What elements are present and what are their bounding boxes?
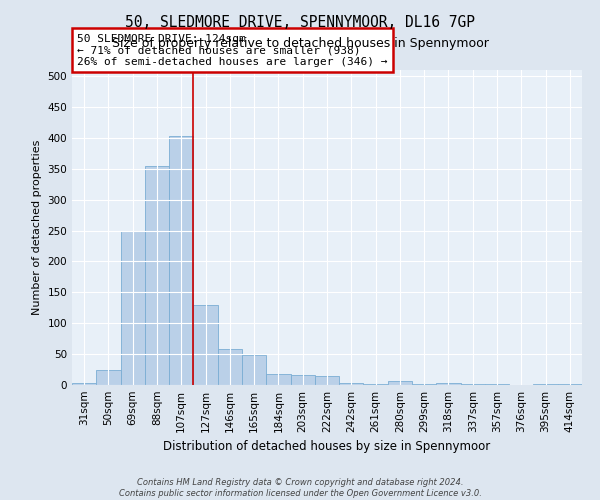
- Bar: [315, 376, 339, 385]
- Bar: [461, 384, 485, 385]
- Bar: [72, 382, 96, 385]
- Bar: [290, 374, 315, 385]
- Bar: [364, 384, 388, 385]
- Bar: [242, 356, 266, 385]
- Bar: [96, 370, 121, 385]
- Bar: [266, 374, 290, 385]
- Bar: [412, 384, 436, 385]
- Bar: [145, 166, 169, 385]
- Bar: [558, 384, 582, 385]
- Y-axis label: Number of detached properties: Number of detached properties: [32, 140, 42, 315]
- Text: Contains HM Land Registry data © Crown copyright and database right 2024.
Contai: Contains HM Land Registry data © Crown c…: [119, 478, 481, 498]
- Text: Size of property relative to detached houses in Spennymoor: Size of property relative to detached ho…: [112, 38, 488, 51]
- Bar: [436, 382, 461, 385]
- Bar: [193, 304, 218, 385]
- Bar: [121, 230, 145, 385]
- Text: 50, SLEDMORE DRIVE, SPENNYMOOR, DL16 7GP: 50, SLEDMORE DRIVE, SPENNYMOOR, DL16 7GP: [125, 15, 475, 30]
- Bar: [218, 348, 242, 385]
- Bar: [485, 384, 509, 385]
- Bar: [388, 382, 412, 385]
- Bar: [169, 136, 193, 385]
- X-axis label: Distribution of detached houses by size in Spennymoor: Distribution of detached houses by size …: [163, 440, 491, 454]
- Text: 50 SLEDMORE DRIVE: 124sqm
← 71% of detached houses are smaller (938)
26% of semi: 50 SLEDMORE DRIVE: 124sqm ← 71% of detac…: [77, 34, 388, 67]
- Bar: [533, 384, 558, 385]
- Bar: [339, 382, 364, 385]
